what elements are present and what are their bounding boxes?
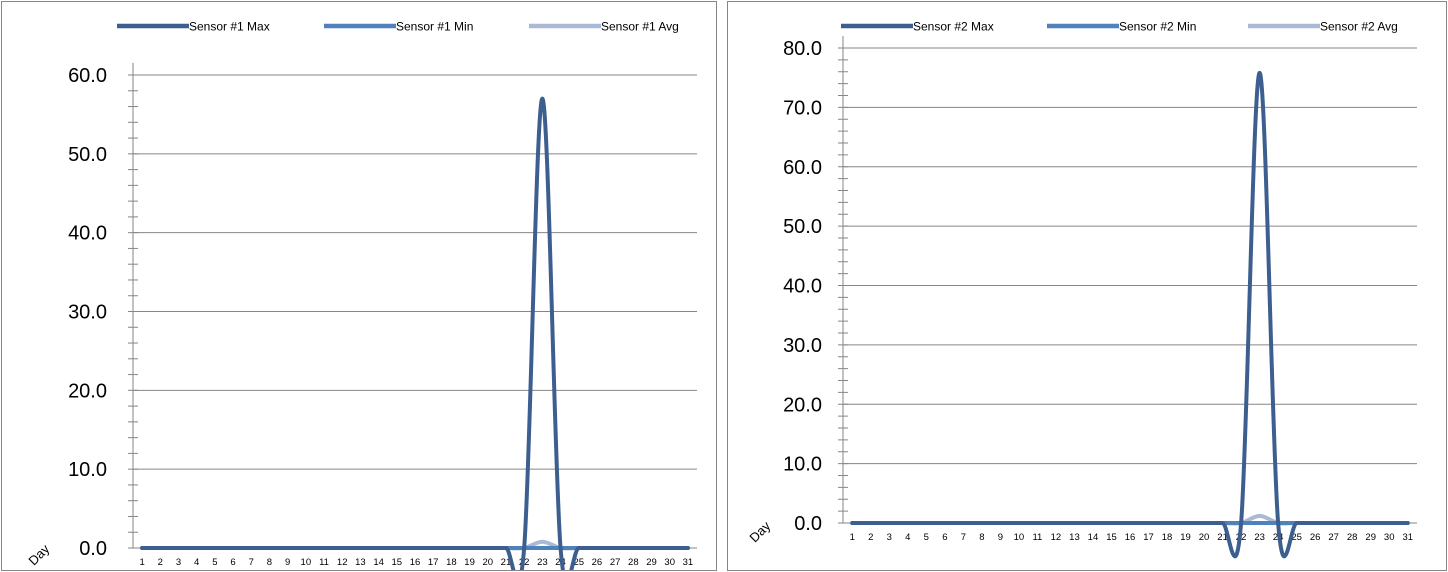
y-axis: 0.0 10.0 20.0 30.0 40.0 50.0 60.0 70.0 80.0 [783, 36, 848, 535]
x-tick-label: 23 [537, 557, 548, 568]
legend-label: Sensor #1 Avg [601, 20, 679, 34]
legend-label: Sensor #2 Max [913, 20, 994, 34]
series-group [140, 96, 690, 570]
x-tick-label: 10 [1014, 532, 1025, 543]
x-tick-label: 30 [664, 557, 675, 568]
gridlines [843, 47, 1417, 524]
x-tick-label: 2 [158, 557, 163, 568]
x-axis-title: Day [25, 541, 52, 568]
x-tick-label: 29 [1365, 532, 1376, 543]
chart-svg: 0.010.020.030.040.050.060.01 2 3 4 5 6 7 8 9 10 11… [25, 20, 697, 570]
y-axis: 0.0 10.0 20.0 30.0 40.0 50.0 60.0 [68, 63, 138, 560]
series-line [140, 96, 690, 570]
legend-label: Sensor #2 Min [1119, 20, 1196, 34]
x-tick-label: 12 [1051, 532, 1062, 543]
chart-svg: 0.010.020.030.040.050.060.070.080.01 2 3 4 5… [746, 20, 1417, 559]
y-tick-label: 70.0 [783, 97, 822, 119]
x-tick-label: 19 [464, 557, 475, 568]
y-tick-label: 50.0 [783, 216, 822, 238]
y-tick-label: 50.0 [68, 144, 107, 166]
x-tick-label: 8 [979, 532, 984, 543]
x-tick-label: 27 [610, 557, 621, 568]
x-tick-label: 20 [1199, 532, 1210, 543]
x-tick-label: 28 [628, 557, 639, 568]
x-tick-label: 7 [249, 557, 254, 568]
y-tick-label: 20.0 [68, 380, 107, 402]
x-tick-label: 7 [961, 532, 966, 543]
y-tick-label: 40.0 [68, 223, 107, 245]
x-tick-label: 15 [1106, 532, 1117, 543]
x-tick-label: 14 [373, 557, 384, 568]
x-tick-label: 21 [501, 557, 512, 568]
legend: Sensor #2 Max Sensor #2 Min Sensor #2 Avg [841, 20, 1398, 34]
x-tick-label: 29 [646, 557, 657, 568]
legend: Sensor #1 Max Sensor #1 Min Sensor #1 Avg [117, 20, 679, 34]
x-tick-label: 12 [337, 557, 348, 568]
y-tick-label: 0.0 [794, 513, 822, 535]
x-tick-label: 8 [267, 557, 272, 568]
x-tick-label: 13 [1069, 532, 1080, 543]
chart-sensor-1: 0.0 10.0 20.0 30.0 40.0 50.0 60.0 1 2 3 4 5 6 7 8 9 10 11… [1, 1, 717, 571]
x-tick-label: 10 [301, 557, 312, 568]
x-tick-label: 20 [482, 557, 493, 568]
y-tick-label: 40.0 [783, 276, 822, 298]
x-tick-label: 5 [212, 557, 217, 568]
x-tick-label: 18 [446, 557, 457, 568]
x-tick-label: 15 [392, 557, 403, 568]
x-axis-title: Day [746, 518, 773, 545]
x-tick-label: 31 [683, 557, 694, 568]
y-tick-label: 80.0 [783, 38, 822, 60]
gridlines [133, 74, 697, 549]
x-tick-label: 25 [573, 557, 584, 568]
x-tick-label: 9 [285, 557, 290, 568]
y-tick-label: 30.0 [783, 335, 822, 357]
x-tick-label: 31 [1402, 532, 1413, 543]
x-tick-label: 9 [998, 532, 1003, 543]
x-tick-label: 28 [1347, 532, 1358, 543]
x-tick-label: 11 [1032, 532, 1042, 543]
x-tick-label: 19 [1180, 532, 1191, 543]
series-group [850, 70, 1410, 559]
x-tick-label: 25 [1291, 532, 1302, 543]
x-tick-label: 11 [319, 557, 329, 568]
x-tick-label: 26 [592, 557, 603, 568]
series-line [850, 70, 1410, 559]
legend-label: Sensor #1 Max [189, 20, 270, 34]
legend-label: Sensor #2 Avg [1320, 20, 1398, 34]
x-axis: 1 2 3 4 5 6 7 8 9 10 11 12 13 14 15 16 17 18 19 20 21 22 23 24 2… [843, 522, 1417, 543]
x-tick-label: 1 [139, 557, 144, 568]
y-tick-label: 60.0 [783, 157, 822, 179]
y-tick-label: 0.0 [79, 538, 107, 560]
x-tick-label: 17 [1143, 532, 1154, 543]
x-tick-label: 14 [1088, 532, 1099, 543]
y-tick-label: 60.0 [68, 65, 107, 87]
legend-label: Sensor #1 Min [396, 20, 473, 34]
x-tick-label: 6 [230, 557, 235, 568]
x-tick-label: 30 [1384, 532, 1395, 543]
x-tick-label: 27 [1328, 532, 1339, 543]
y-tick-label: 30.0 [68, 302, 107, 324]
chart-sensor-2: 0.0 10.0 20.0 30.0 40.0 50.0 60.0 70.0 80.0 1 2 3 4 5… [727, 1, 1447, 571]
x-tick-label: 4 [194, 557, 199, 568]
x-tick-label: 21 [1217, 532, 1228, 543]
x-tick-label: 18 [1162, 532, 1173, 543]
x-tick-label: 6 [942, 532, 947, 543]
y-tick-label: 20.0 [783, 394, 822, 416]
x-tick-label: 5 [924, 532, 929, 543]
x-tick-label: 16 [410, 557, 421, 568]
y-tick-label: 10.0 [68, 459, 107, 481]
x-tick-label: 23 [1254, 532, 1265, 543]
x-tick-label: 4 [905, 532, 910, 543]
x-tick-label: 16 [1125, 532, 1136, 543]
x-tick-label: 26 [1310, 532, 1321, 543]
x-tick-label: 1 [850, 532, 855, 543]
x-tick-label: 2 [868, 532, 873, 543]
y-tick-label: 10.0 [783, 454, 822, 476]
x-tick-label: 17 [428, 557, 439, 568]
x-tick-label: 13 [355, 557, 366, 568]
x-tick-label: 3 [176, 557, 181, 568]
x-axis: 1 2 3 4 5 6 7 8 9 10 11 12 13 14 15 16 17 18 19 20 21 22 23 24 2… [133, 547, 697, 568]
x-tick-label: 3 [887, 532, 892, 543]
